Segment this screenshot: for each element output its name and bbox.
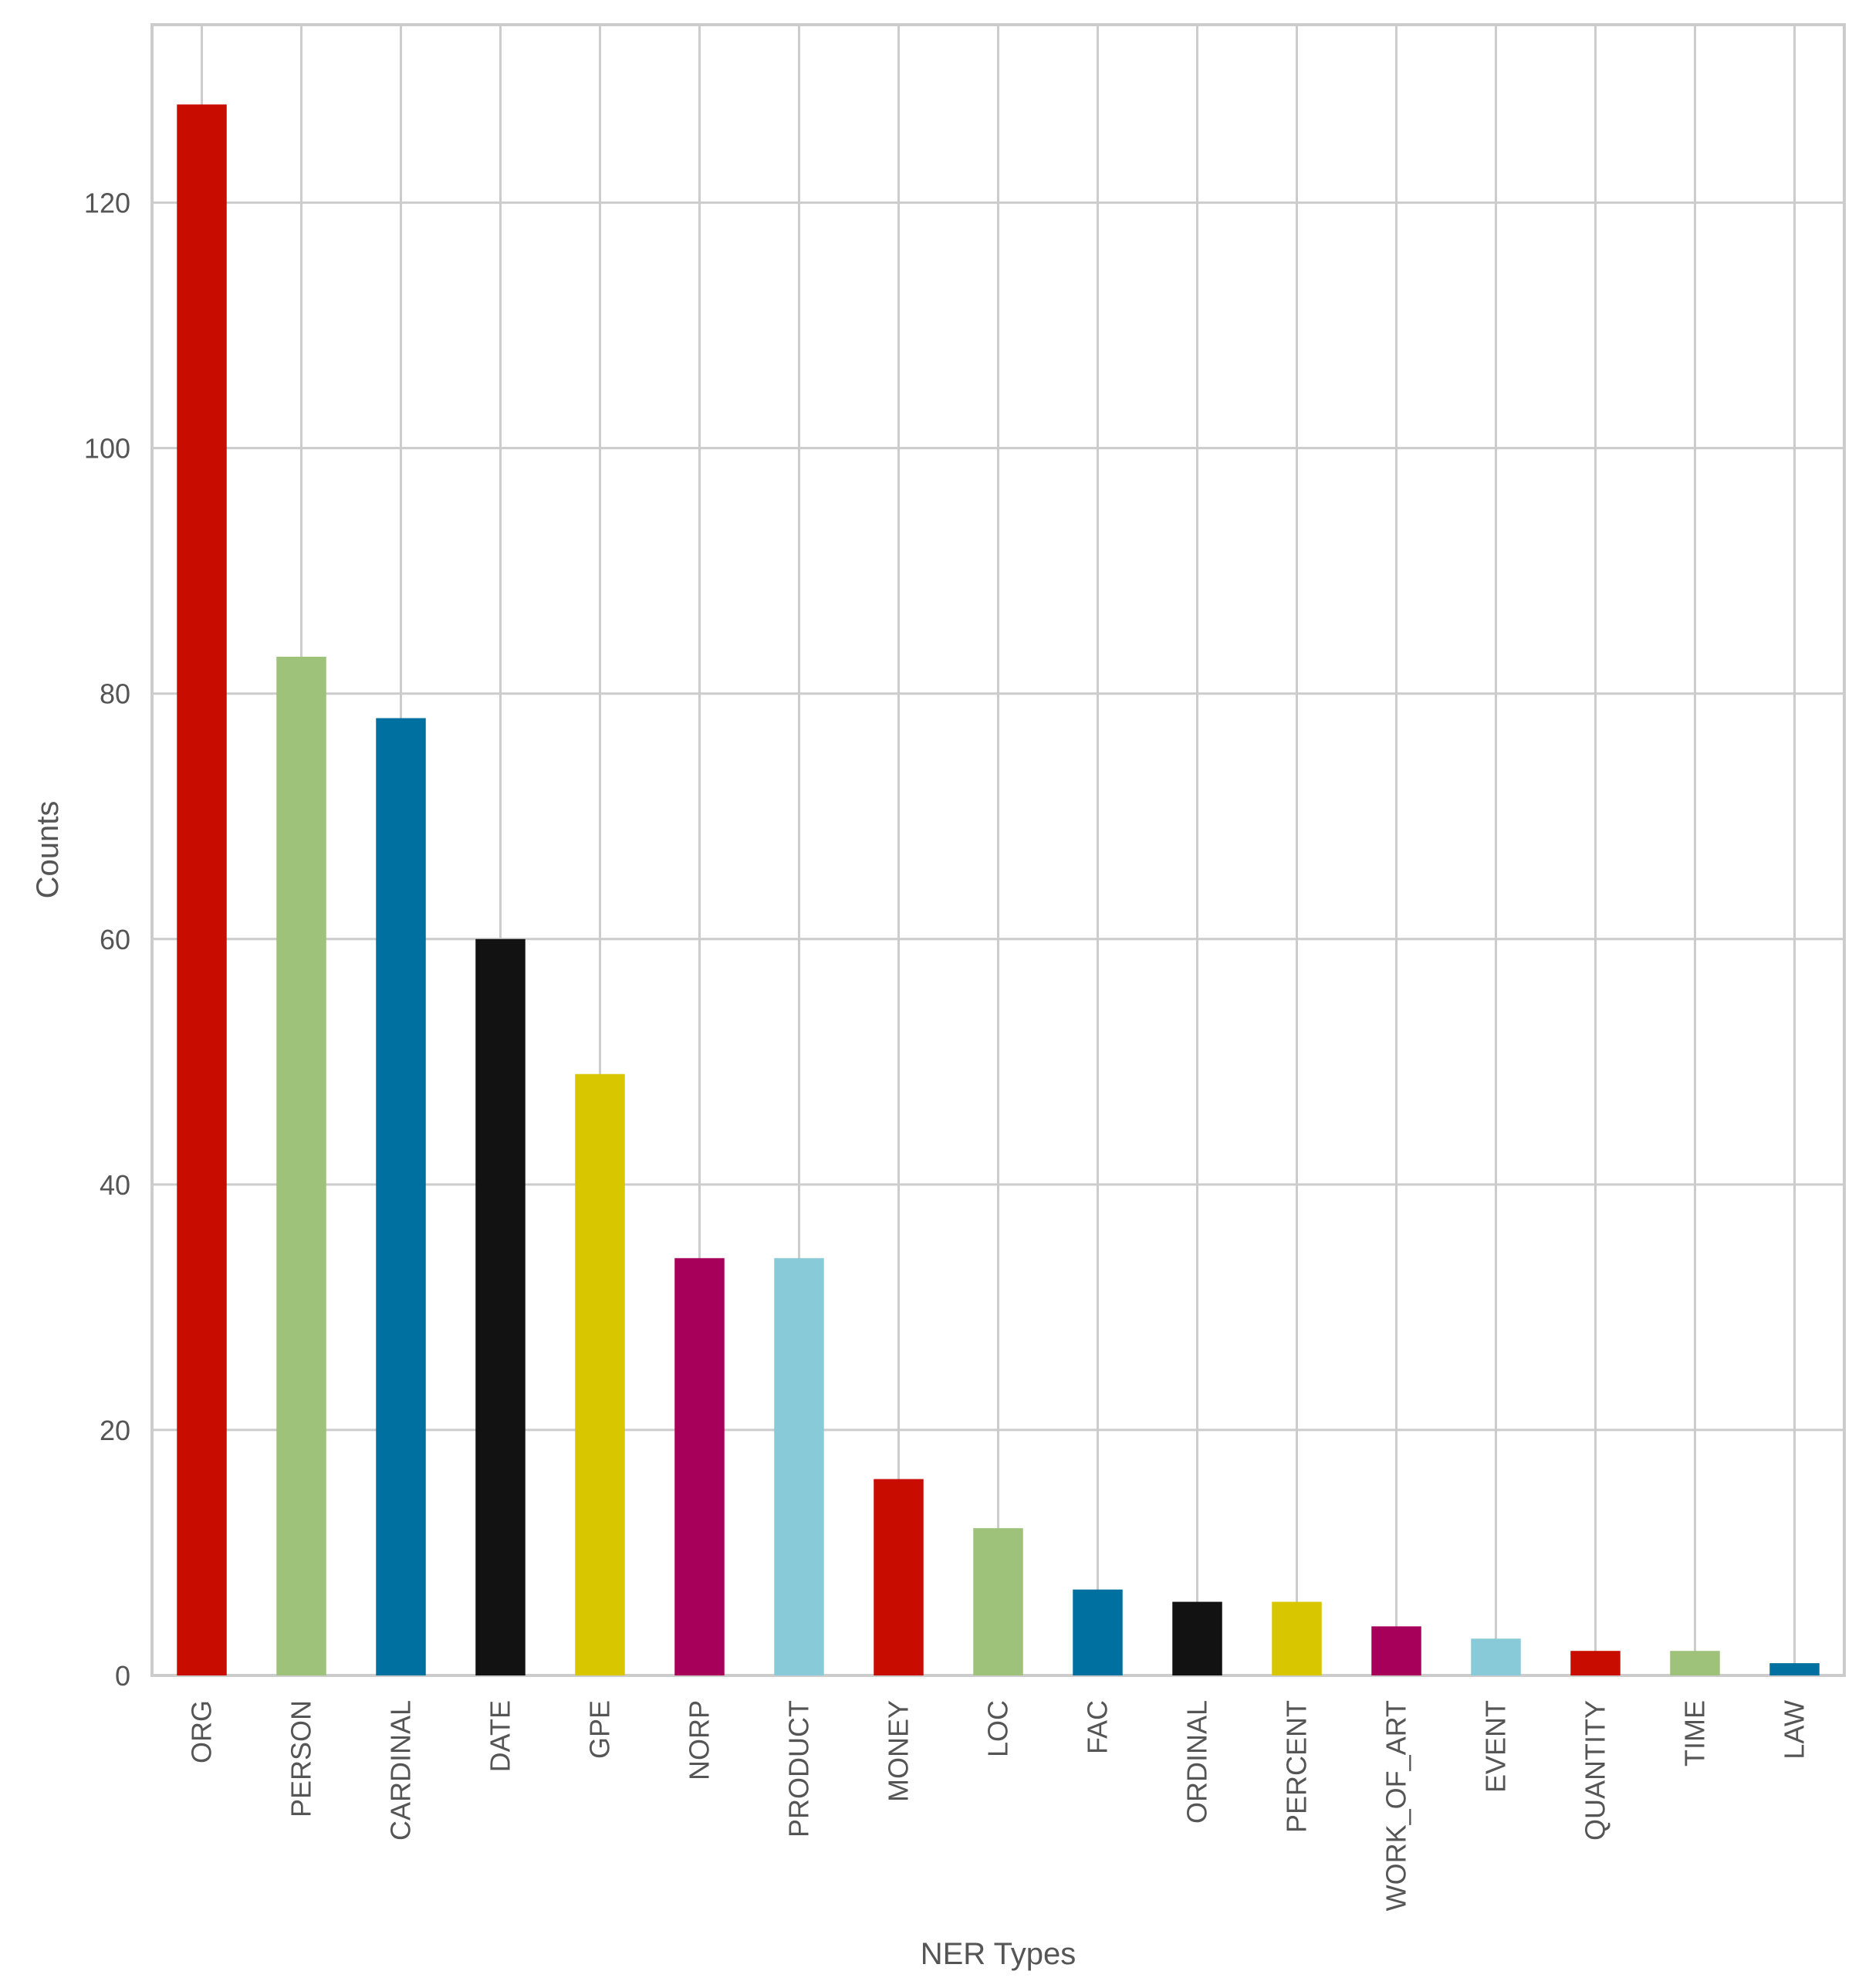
x-tick-label: LAW xyxy=(1779,1700,1810,1760)
x-tick-label: NORP xyxy=(684,1700,715,1780)
y-axis-label: Counts xyxy=(31,801,65,899)
bars xyxy=(177,104,1820,1676)
x-tick-label: PERCENT xyxy=(1281,1700,1313,1833)
x-tick-label: DATE xyxy=(485,1700,516,1772)
bar-quantity xyxy=(1570,1651,1621,1675)
bar-date xyxy=(475,938,526,1675)
bar-law xyxy=(1769,1663,1820,1675)
x-tick-label: PERSON xyxy=(286,1700,317,1817)
x-tick-label: GPE xyxy=(584,1700,616,1759)
x-tick-label: CARDINAL xyxy=(385,1700,417,1841)
x-tick-label: MONEY xyxy=(883,1700,914,1802)
bar-ordinal xyxy=(1172,1601,1222,1675)
bar-fac xyxy=(1073,1589,1123,1675)
x-tick-labels: ORG PERSON CARDINAL DATE GPE NORP PRODUCT MONEY… xyxy=(186,1700,1810,1911)
bar-time xyxy=(1670,1651,1720,1675)
x-tick-label: ORDINAL xyxy=(1181,1700,1213,1824)
bar-product xyxy=(774,1258,824,1675)
y-tick-label: 40 xyxy=(100,1169,130,1201)
x-tick-label: QUANTITY xyxy=(1580,1700,1611,1841)
x-tick-label: TIME xyxy=(1679,1700,1711,1767)
bar-money xyxy=(874,1479,924,1675)
x-tick-label: EVENT xyxy=(1480,1700,1512,1793)
y-tick-label: 0 xyxy=(115,1660,130,1692)
y-tick-label: 60 xyxy=(100,924,130,955)
x-tick-label: PRODUCT xyxy=(783,1700,815,1838)
x-tick-label: WORK_OF_ART xyxy=(1381,1700,1412,1911)
bar-percent xyxy=(1272,1601,1322,1675)
y-tick-label: 80 xyxy=(100,678,130,710)
bar-org xyxy=(177,104,227,1676)
bar-event xyxy=(1471,1638,1521,1675)
bar-loc xyxy=(973,1528,1023,1675)
bar-norp xyxy=(674,1258,725,1675)
x-tick-label: ORG xyxy=(186,1700,218,1763)
x-tick-label: FAC xyxy=(1082,1700,1114,1754)
y-tick-label: 20 xyxy=(100,1415,130,1446)
bar-work-of-art xyxy=(1371,1626,1421,1675)
y-tick-label: 100 xyxy=(84,433,130,465)
bar-cardinal xyxy=(376,718,426,1675)
x-axis-label: NER Types xyxy=(921,1937,1076,1971)
bar-gpe xyxy=(575,1073,625,1675)
y-tick-labels: 0 20 40 60 80 100 120 xyxy=(84,188,130,1692)
bar-person xyxy=(276,657,326,1676)
y-tick-label: 120 xyxy=(84,188,130,219)
x-tick-label: LOC xyxy=(982,1700,1014,1757)
